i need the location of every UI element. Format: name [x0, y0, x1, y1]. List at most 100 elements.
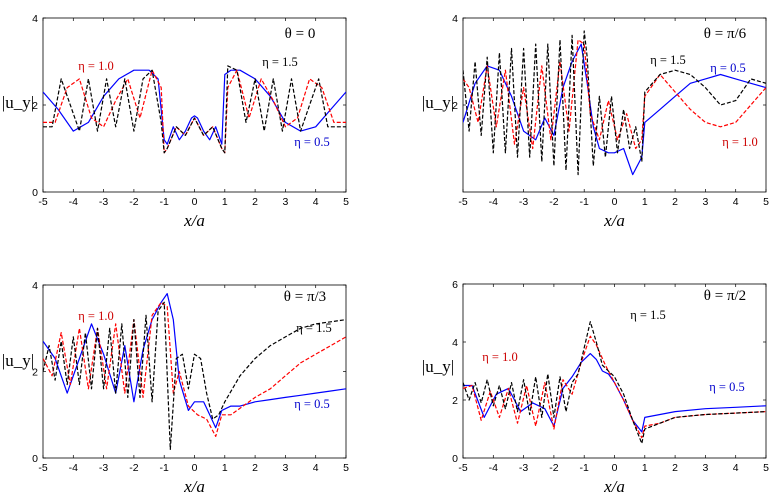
- x-tick-label: -4: [69, 196, 78, 208]
- series-group: [463, 321, 766, 445]
- x-tick-label: -4: [69, 462, 78, 474]
- x-tick-label: -5: [38, 462, 47, 474]
- x-tick-label: -4: [489, 462, 498, 474]
- x-tick-label: 3: [702, 462, 708, 474]
- series-line: [463, 321, 766, 445]
- series-line: [43, 293, 346, 429]
- x-tick-label: 5: [343, 462, 349, 474]
- series-line: [43, 69, 346, 145]
- panel-title: θ = π/2: [704, 288, 746, 304]
- y-axis-label: |u_y|: [2, 93, 34, 112]
- chart-panel-bottom-left: -5 -4 -3 -2 -1 0 1 2 3 4 5 0 2 4 x/a |u_y| θ = π/3 η = 1.…: [2, 280, 349, 496]
- x-tick-label: 0: [192, 196, 198, 208]
- series-annotation: η = 1.5: [630, 308, 665, 322]
- series-annotation: η = 1.0: [78, 309, 113, 323]
- series-annotation: η = 1.0: [78, 59, 113, 73]
- x-tick-label: 2: [672, 196, 678, 208]
- x-tick-label: 2: [252, 196, 258, 208]
- x-tick-label: -1: [160, 196, 169, 208]
- x-tick-label: 1: [222, 462, 228, 474]
- x-tick-label: -5: [458, 196, 467, 208]
- series-group: [43, 293, 346, 450]
- series-line: [43, 301, 346, 450]
- series-annotation: η = 1.0: [722, 135, 757, 149]
- chart-panel-bottom-right: -5 -4 -3 -2 -1 0 1 2 3 4 5 0 2 4 6 x/a |u_y| θ = π/2 η = 1…: [422, 279, 769, 496]
- series-annotation: η = 0.5: [710, 61, 745, 75]
- series-annotation: η = 0.5: [294, 397, 329, 411]
- x-tick-label: 5: [763, 462, 769, 474]
- x-tick-label: -3: [99, 462, 108, 474]
- plot-frame: [42, 17, 347, 193]
- x-tick-label: 3: [282, 462, 288, 474]
- x-tick-label: 0: [612, 462, 618, 474]
- x-tick-label: -1: [580, 196, 589, 208]
- x-tick-label: 4: [733, 462, 739, 474]
- x-tick-label: -1: [580, 462, 589, 474]
- panel-title: θ = π/6: [704, 26, 747, 42]
- x-tick-label: 1: [222, 196, 228, 208]
- x-tick-label: -1: [160, 462, 169, 474]
- y-tick-label: 4: [452, 337, 458, 349]
- x-tick-label: -5: [458, 462, 467, 474]
- series-line: [463, 335, 766, 439]
- chart-panel-top-left: -5 -4 -3 -2 -1 0 1 2 3 4 5 0 2 4 x/a |u_y| θ = 0 η = 1.0 η…: [2, 13, 349, 230]
- x-tick-label: -2: [549, 196, 558, 208]
- series-annotation: η = 1.5: [650, 53, 685, 67]
- y-axis-label: |u_y|: [422, 357, 454, 376]
- x-tick-label: 2: [672, 462, 678, 474]
- panel-title: θ = 0: [285, 26, 316, 42]
- x-tick-label: 2: [252, 462, 258, 474]
- series-annotation: η = 0.5: [709, 380, 744, 394]
- x-tick-label: 3: [702, 196, 708, 208]
- x-axis-label: x/a: [603, 477, 625, 496]
- y-axis-label: |u_y|: [422, 93, 454, 112]
- x-tick-label: 0: [612, 196, 618, 208]
- x-tick-label: 1: [642, 196, 648, 208]
- series-line: [463, 30, 766, 176]
- x-axis-label: x/a: [603, 211, 625, 230]
- x-tick-label: -5: [38, 196, 47, 208]
- x-tick-label: -2: [129, 196, 138, 208]
- series-group: [463, 30, 766, 176]
- y-tick-label: 2: [32, 367, 38, 379]
- y-tick-label: 2: [452, 395, 458, 407]
- x-tick-label: 5: [763, 196, 769, 208]
- y-tick-label: 0: [452, 453, 458, 465]
- series-annotation: η = 1.0: [482, 350, 517, 364]
- y-tick-label: 4: [32, 13, 38, 25]
- series-line: [43, 301, 346, 437]
- chart-panel-top-right: -5 -4 -3 -2 -1 0 1 2 3 4 5 2 4 x/a |u_y| θ = π/6 η = 1.5…: [422, 13, 769, 230]
- series-group: [43, 65, 346, 154]
- x-tick-label: 4: [313, 462, 319, 474]
- x-tick-label: 4: [313, 196, 319, 208]
- x-tick-label: -3: [99, 196, 108, 208]
- series-annotation: η = 0.5: [294, 135, 329, 149]
- x-tick-label: -4: [489, 196, 498, 208]
- x-tick-label: 3: [282, 196, 288, 208]
- series-line: [463, 353, 766, 433]
- y-axis-label: |u_y|: [2, 351, 34, 370]
- panel-title: θ = π/3: [284, 289, 326, 305]
- series-line: [43, 65, 346, 154]
- series-annotation: η = 1.5: [262, 55, 297, 69]
- x-tick-label: -2: [129, 462, 138, 474]
- y-tick-label: 6: [452, 279, 458, 291]
- y-tick-label: 4: [32, 280, 38, 292]
- x-tick-label: -2: [549, 462, 558, 474]
- x-tick-label: 5: [343, 196, 349, 208]
- x-tick-label: 1: [642, 462, 648, 474]
- x-tick-label: -3: [519, 462, 528, 474]
- y-tick-label: 0: [32, 453, 38, 465]
- y-tick-label: 4: [452, 13, 458, 25]
- series-annotation: η = 1.5: [296, 321, 331, 335]
- x-tick-label: 0: [192, 462, 198, 474]
- x-axis-label: x/a: [183, 477, 205, 496]
- x-tick-label: -3: [519, 196, 528, 208]
- x-tick-label: 4: [733, 196, 739, 208]
- y-tick-label: 2: [32, 100, 38, 112]
- plot-frame: [462, 283, 767, 459]
- x-axis-label: x/a: [183, 211, 205, 230]
- y-tick-label: 2: [452, 100, 458, 112]
- y-tick-label: 0: [32, 187, 38, 199]
